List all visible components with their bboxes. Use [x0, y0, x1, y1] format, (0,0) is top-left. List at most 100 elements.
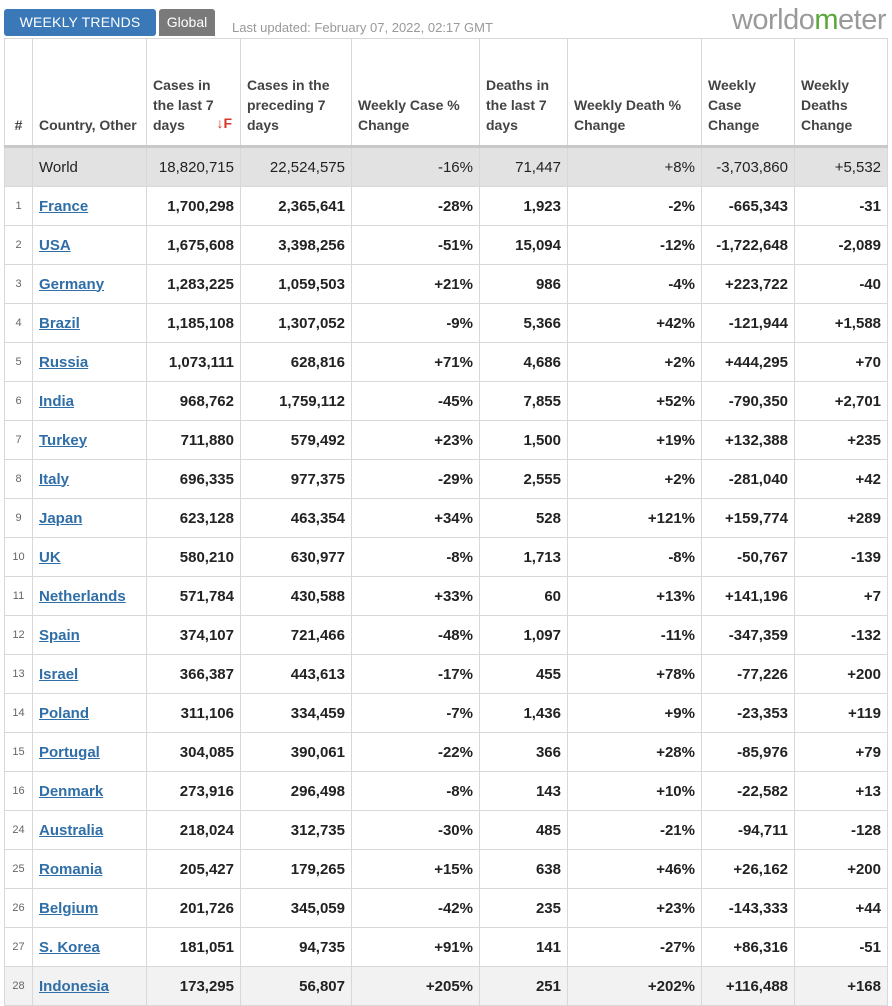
country-link[interactable]: S. Korea [39, 938, 100, 956]
cell-cases-preceding-7: 430,588 [240, 576, 352, 616]
tab-global[interactable]: Global [159, 9, 215, 36]
table-row: 14 Poland 311,106 334,459 -7% 1,436 +9% -23,353… [4, 693, 888, 733]
cell-weekly-case-pct: -30% [351, 810, 480, 850]
country-link[interactable]: Belgium [39, 899, 99, 917]
cell-cases-last-7: 201,726 [146, 888, 241, 928]
col-header-country[interactable]: Country, Other [32, 38, 147, 147]
col-header-weekly-case-pct[interactable]: Weekly Case % Change [351, 38, 480, 147]
col-header-index[interactable]: # [4, 38, 33, 147]
logo-text-pre: worldo [731, 4, 815, 36]
country-link[interactable]: Israel [39, 665, 79, 683]
cell-deaths-last-7: 143 [479, 771, 568, 811]
col-header-weekly-case-change[interactable]: Weekly Case Change [701, 38, 795, 147]
cell-country: Indonesia [32, 966, 147, 1006]
cell-weekly-death-pct: -4% [567, 264, 702, 304]
cell-index: 5 [4, 342, 33, 382]
country-link[interactable]: Russia [39, 353, 89, 371]
cell-weekly-deaths-change: +200 [794, 849, 888, 889]
cell-weekly-case-pct: +21% [351, 264, 480, 304]
country-link[interactable]: Turkey [39, 431, 88, 449]
country-link[interactable]: Spain [39, 626, 80, 644]
cell-deaths-last-7: 15,094 [479, 225, 568, 265]
table-row: 16 Denmark 273,916 296,498 -8% 143 +10% -22,582… [4, 771, 888, 811]
cell-country: UK [32, 537, 147, 577]
country-link[interactable]: Japan [39, 509, 83, 527]
cell-weekly-case-change: +223,722 [701, 264, 795, 304]
country-link[interactable]: Romania [39, 860, 103, 878]
table-row: 24 Australia 218,024 312,735 -30% 485 -21% -94,… [4, 810, 888, 850]
country-link[interactable]: Portugal [39, 743, 100, 761]
cell-index: 12 [4, 615, 33, 655]
cell-weekly-case-pct: -7% [351, 693, 480, 733]
cell-weekly-death-pct: -27% [567, 927, 702, 967]
cell-cases-preceding-7: 22,524,575 [240, 145, 352, 187]
cell-cases-preceding-7: 977,375 [240, 459, 352, 499]
cell-weekly-case-change: +26,162 [701, 849, 795, 889]
cell-weekly-case-change: -347,359 [701, 615, 795, 655]
cell-weekly-case-change: -121,944 [701, 303, 795, 343]
cell-cases-last-7: 18,820,715 [146, 145, 241, 187]
country-link[interactable]: USA [39, 236, 71, 254]
cell-deaths-last-7: 1,713 [479, 537, 568, 577]
cell-index: 9 [4, 498, 33, 538]
cell-deaths-last-7: 251 [479, 966, 568, 1006]
cell-weekly-case-change: +141,196 [701, 576, 795, 616]
cell-cases-last-7: 181,051 [146, 927, 241, 967]
country-link[interactable]: Netherlands [39, 587, 126, 605]
table-row: 11 Netherlands 571,784 430,588 +33% 60 +13% +14… [4, 576, 888, 616]
cell-weekly-case-pct: -48% [351, 615, 480, 655]
cell-weekly-case-change: -143,333 [701, 888, 795, 928]
cell-cases-preceding-7: 334,459 [240, 693, 352, 733]
cell-weekly-case-change: -790,350 [701, 381, 795, 421]
col-header-weekly-death-pct[interactable]: Weekly Death % Change [567, 38, 702, 147]
logo-globe: m [814, 4, 839, 36]
cell-weekly-deaths-change: -51 [794, 927, 888, 967]
cell-country: Portugal [32, 732, 147, 772]
table-row: 15 Portugal 304,085 390,061 -22% 366 +28% -85,9… [4, 732, 888, 772]
cell-weekly-death-pct: +78% [567, 654, 702, 694]
cell-deaths-last-7: 638 [479, 849, 568, 889]
cell-cases-preceding-7: 1,307,052 [240, 303, 352, 343]
country-link[interactable]: Brazil [39, 314, 80, 332]
cell-weekly-death-pct: +28% [567, 732, 702, 772]
table-row: 3 Germany 1,283,225 1,059,503 +21% 986 -4% +223… [4, 264, 888, 304]
cell-weekly-death-pct: +9% [567, 693, 702, 733]
col-header-cases-last-7[interactable]: Cases in the last 7 days ↓F [146, 38, 241, 147]
table-row: 27 S. Korea 181,051 94,735 +91% 141 -27% +86,31… [4, 927, 888, 967]
country-link[interactable]: Australia [39, 821, 104, 839]
cell-country: Spain [32, 615, 147, 655]
cell-country: USA [32, 225, 147, 265]
country-link[interactable]: Poland [39, 704, 90, 722]
cell-country: World [32, 145, 147, 187]
country-link[interactable]: Denmark [39, 782, 104, 800]
cell-weekly-deaths-change: -128 [794, 810, 888, 850]
table-row: 8 Italy 696,335 977,375 -29% 2,555 +2% -281,040… [4, 459, 888, 499]
col-header-deaths-last-7[interactable]: Deaths in the last 7 days [479, 38, 568, 147]
cell-deaths-last-7: 1,097 [479, 615, 568, 655]
cell-weekly-deaths-change: +70 [794, 342, 888, 382]
cell-country: France [32, 186, 147, 226]
cell-weekly-case-change: +116,488 [701, 966, 795, 1006]
country-link[interactable]: Indonesia [39, 977, 110, 995]
country-link[interactable]: France [39, 197, 89, 215]
weekly-trends-table: # Country, Other Cases in the last 7 day… [4, 38, 888, 1006]
col-header-weekly-deaths-change[interactable]: Weekly Deaths Change [794, 38, 888, 147]
cell-cases-last-7: 273,916 [146, 771, 241, 811]
cell-index: 1 [4, 186, 33, 226]
cell-country: India [32, 381, 147, 421]
cell-index: 2 [4, 225, 33, 265]
cell-index: 11 [4, 576, 33, 616]
cell-weekly-case-pct: +23% [351, 420, 480, 460]
country-link[interactable]: UK [39, 548, 61, 566]
cell-deaths-last-7: 141 [479, 927, 568, 967]
worldometer-logo[interactable]: worldometer [731, 4, 887, 37]
cell-deaths-last-7: 60 [479, 576, 568, 616]
country-link[interactable]: Italy [39, 470, 70, 488]
cell-index: 6 [4, 381, 33, 421]
tab-weekly-trends[interactable]: WEEKLY TRENDS [4, 9, 156, 36]
cell-cases-preceding-7: 296,498 [240, 771, 352, 811]
country-link[interactable]: India [39, 392, 75, 410]
country-link[interactable]: Germany [39, 275, 105, 293]
col-header-cases-preceding-7[interactable]: Cases in the preceding 7 days [240, 38, 352, 147]
cell-deaths-last-7: 455 [479, 654, 568, 694]
